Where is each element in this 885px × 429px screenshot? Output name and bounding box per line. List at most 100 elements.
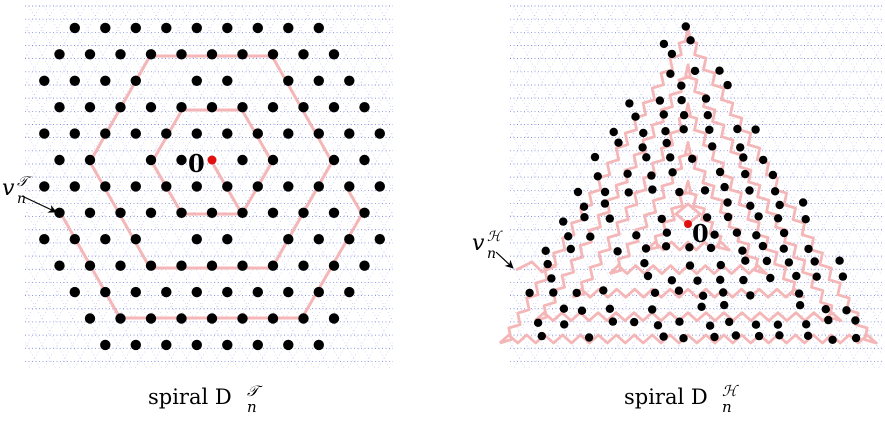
lattice-site — [298, 207, 309, 218]
vertex-arrow — [21, 195, 57, 213]
lattice-site — [792, 271, 801, 281]
lattice-site — [115, 313, 126, 324]
lattice-site — [267, 260, 279, 271]
lattice-site — [54, 207, 65, 218]
lattice-site — [374, 128, 385, 139]
lattice-site — [298, 102, 309, 113]
lattice-site — [812, 272, 821, 281]
lattice-site — [252, 339, 263, 351]
lattice-site — [374, 181, 385, 192]
lattice-site — [130, 75, 141, 87]
lattice-site — [298, 313, 309, 324]
lattice-site — [773, 320, 783, 329]
lattice-site — [716, 260, 725, 270]
lattice-site — [835, 256, 844, 265]
lattice-site — [675, 187, 684, 197]
lattice-site — [751, 125, 760, 134]
lattice-site — [100, 234, 111, 245]
lattice-site — [659, 332, 668, 341]
lattice-site — [715, 167, 725, 177]
lattice-site — [39, 181, 50, 192]
lattice-site — [706, 243, 716, 253]
lattice-site — [679, 334, 688, 343]
origin-marker — [207, 155, 217, 165]
lattice-site — [313, 286, 324, 298]
lattice-site — [283, 181, 294, 192]
lattice-site — [559, 304, 569, 313]
lattice-site — [590, 152, 600, 162]
lattice-site — [359, 260, 370, 271]
lattice-site — [145, 207, 157, 218]
lattice-site — [623, 169, 632, 178]
lattice-site — [115, 102, 126, 113]
lattice-site — [657, 214, 666, 224]
caption-superscript: ℋ — [722, 382, 739, 400]
lattice-site — [599, 286, 608, 295]
lattice-site — [100, 339, 111, 351]
lattice-site — [549, 288, 558, 297]
lattice-site — [161, 22, 172, 34]
lattice-site — [176, 313, 187, 324]
lattice-site — [739, 153, 748, 162]
lattice-site — [613, 247, 622, 256]
lattice-site — [579, 202, 589, 211]
lattice-site — [84, 102, 96, 113]
lattice-site — [115, 260, 126, 271]
lattice-site — [723, 212, 733, 222]
lattice-site — [801, 215, 810, 224]
lattice-site — [677, 81, 686, 90]
lattice-site — [313, 22, 324, 34]
caption-text: spiral D — [624, 385, 708, 409]
lattice-site — [222, 75, 233, 87]
lattice-site — [701, 94, 711, 103]
spiral-start — [515, 260, 557, 274]
lattice-site — [191, 128, 202, 139]
lattice-site — [666, 69, 675, 79]
lattice-site — [145, 313, 157, 324]
lattice-site — [39, 234, 50, 245]
lattice-site — [344, 181, 355, 192]
caption-triangular: spiral D 𝒯 n — [148, 382, 263, 416]
lattice-site — [328, 207, 340, 218]
lattice-site — [328, 154, 340, 166]
lattice-site — [702, 213, 712, 222]
lattice-site — [100, 128, 111, 139]
lattice-site — [566, 244, 575, 254]
lattice-site — [758, 241, 768, 251]
lattice-site — [313, 234, 324, 245]
vertex-arrow — [495, 251, 514, 269]
lattice-site — [176, 207, 187, 218]
lattice-site — [533, 318, 543, 327]
vertex-label-triangular: v 𝒯 n — [2, 174, 32, 207]
lattice-site — [283, 22, 294, 34]
lattice-site — [697, 302, 706, 311]
lattice-site — [775, 200, 784, 210]
lattice-site — [298, 49, 309, 60]
vertex-label-hexagonal: v ℋ n — [472, 229, 503, 262]
lattice-site — [804, 244, 813, 254]
lattice-site — [130, 128, 141, 139]
lattice-site — [559, 217, 568, 226]
lattice-site — [222, 234, 233, 245]
lattice-site — [344, 286, 355, 298]
lattice-site — [237, 313, 248, 324]
lattice-site — [191, 75, 202, 87]
lattice-site — [191, 339, 202, 351]
lattice-site — [762, 256, 772, 266]
lattice-site — [674, 286, 684, 295]
lattice-site — [130, 234, 141, 245]
caption-subscript: n — [247, 398, 257, 416]
lattice-site — [746, 291, 755, 300]
lattice-site — [642, 153, 651, 162]
lattice-site — [252, 181, 263, 192]
caption-subscript: n — [722, 398, 732, 416]
lattice-site — [779, 228, 789, 238]
lattice-site — [39, 128, 50, 139]
lattice-site — [775, 331, 784, 340]
lattice-site — [677, 96, 686, 105]
hexagonal-spiral-path — [498, 26, 878, 345]
lattice-site — [176, 102, 187, 113]
lattice-site — [267, 313, 279, 324]
lattice-site — [176, 154, 187, 166]
